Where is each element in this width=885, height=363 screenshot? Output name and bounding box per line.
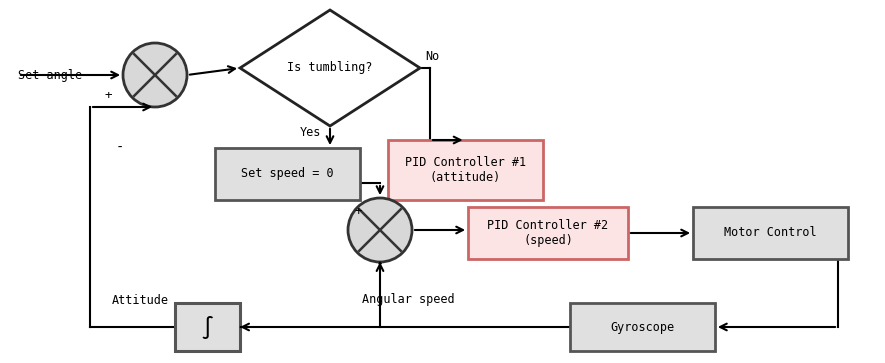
Ellipse shape: [123, 43, 187, 107]
Bar: [570, 303, 715, 351]
Text: Is tumbling?: Is tumbling?: [288, 61, 373, 74]
Text: +: +: [354, 205, 362, 219]
Bar: [388, 140, 543, 200]
Polygon shape: [240, 10, 420, 126]
Text: +: +: [104, 89, 112, 102]
Bar: [215, 148, 360, 200]
Ellipse shape: [348, 198, 412, 262]
Bar: [175, 303, 240, 351]
Text: Gyroscope: Gyroscope: [611, 321, 674, 334]
Text: -: -: [376, 258, 384, 272]
Text: PID Controller #2
(speed): PID Controller #2 (speed): [488, 219, 609, 247]
Text: No: No: [425, 49, 439, 62]
Text: PID Controller #1
(attitude): PID Controller #1 (attitude): [405, 156, 526, 184]
Text: Angular speed: Angular speed: [362, 294, 455, 306]
Text: Set speed = 0: Set speed = 0: [242, 167, 334, 180]
Bar: [468, 207, 628, 259]
Text: Set angle: Set angle: [18, 69, 82, 82]
Text: Motor Control: Motor Control: [724, 227, 817, 240]
Text: -: -: [116, 141, 124, 155]
Bar: [693, 207, 848, 259]
Text: ∫: ∫: [201, 315, 214, 339]
Text: Attitude: Attitude: [112, 294, 168, 306]
Text: Yes: Yes: [299, 126, 320, 139]
